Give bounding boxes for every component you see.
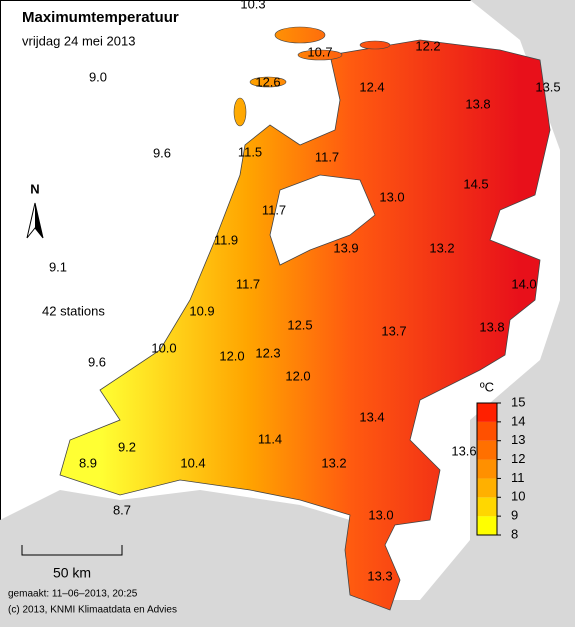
station-value: 10.7 xyxy=(307,44,332,59)
station-value: 13.4 xyxy=(359,409,384,424)
station-value: 10.3 xyxy=(240,0,265,11)
legend-swatch xyxy=(477,516,497,535)
legend-swatch xyxy=(477,478,497,498)
station-value: 13.9 xyxy=(333,240,358,255)
station-value: 13.0 xyxy=(368,507,393,522)
station-value: 9.6 xyxy=(153,145,171,160)
station-value: 11.4 xyxy=(258,431,282,446)
station-value: 12.0 xyxy=(219,348,244,363)
legend-tick-label: 11 xyxy=(511,470,525,485)
station-value: 13.8 xyxy=(479,319,504,334)
legend-swatch xyxy=(477,403,497,422)
station-value: 8.9 xyxy=(79,455,97,470)
legend-tick-label: 13 xyxy=(511,432,525,447)
north-arrow-half xyxy=(35,203,43,238)
station-value: 11.7 xyxy=(262,202,286,217)
station-value: 9.0 xyxy=(89,69,107,84)
footer-made: gemaakt: 11–06–2013, 20:25 xyxy=(8,589,138,600)
legend-tick-label: 12 xyxy=(511,451,525,466)
station-count: 42 stations xyxy=(42,303,105,318)
station-value: 13.5 xyxy=(535,79,560,94)
legend-swatch xyxy=(477,440,497,460)
legend-tick-label: 10 xyxy=(511,489,525,504)
station-value: 14.5 xyxy=(463,176,488,191)
title: Maximumtemperatuur xyxy=(22,9,179,26)
station-value: 12.0 xyxy=(285,368,310,383)
station-value: 12.5 xyxy=(287,317,312,332)
scale-label: 50 km xyxy=(53,565,91,581)
station-value: 13.0 xyxy=(379,189,404,204)
legend-unit: ºC xyxy=(480,379,494,394)
netherlands xyxy=(59,39,551,611)
station-value: 13.8 xyxy=(465,96,490,111)
ijsselmeer xyxy=(269,174,376,266)
station-value: 11.7 xyxy=(236,276,260,291)
station-value: 9.1 xyxy=(49,259,67,274)
station-value: 14.0 xyxy=(511,276,536,291)
legend-tick-label: 8 xyxy=(511,526,518,541)
subtitle: vrijdag 24 mei 2013 xyxy=(22,33,135,48)
station-value: 9.2 xyxy=(118,439,136,454)
footer-copyright: (c) 2013, KNMI Klimaatdata en Advies xyxy=(8,605,177,616)
legend-tick-label: 14 xyxy=(511,413,525,428)
station-value: 10.9 xyxy=(189,303,214,318)
station-value: 12.2 xyxy=(415,38,440,53)
station-value: 9.6 xyxy=(88,354,106,369)
scale-bar xyxy=(21,545,123,556)
station-value: 13.3 xyxy=(367,568,392,583)
station-value: 13.2 xyxy=(429,240,454,255)
station-value: 11.9 xyxy=(214,232,238,247)
legend-tick-label: 9 xyxy=(511,508,518,523)
station-value: 8.7 xyxy=(113,502,131,517)
station-value: 11.7 xyxy=(315,149,339,164)
legend-border xyxy=(476,402,498,536)
station-value: 10.0 xyxy=(151,340,176,355)
station-value: 11.5 xyxy=(238,144,262,159)
station-value: 12.3 xyxy=(255,345,280,360)
legend-swatch xyxy=(477,459,497,479)
legend-tick-label: 15 xyxy=(511,394,525,409)
station-value: 12.4 xyxy=(359,79,384,94)
station-value: 12.6 xyxy=(255,74,280,89)
north-label: N xyxy=(30,181,39,196)
legend-swatch xyxy=(477,497,497,517)
station-value: 13.2 xyxy=(321,455,346,470)
legend-swatch xyxy=(477,421,497,441)
station-value: 13.6 xyxy=(451,443,476,458)
station-value: 10.4 xyxy=(180,455,205,470)
wadden-islands xyxy=(233,26,391,127)
station-value: 13.7 xyxy=(381,323,406,338)
